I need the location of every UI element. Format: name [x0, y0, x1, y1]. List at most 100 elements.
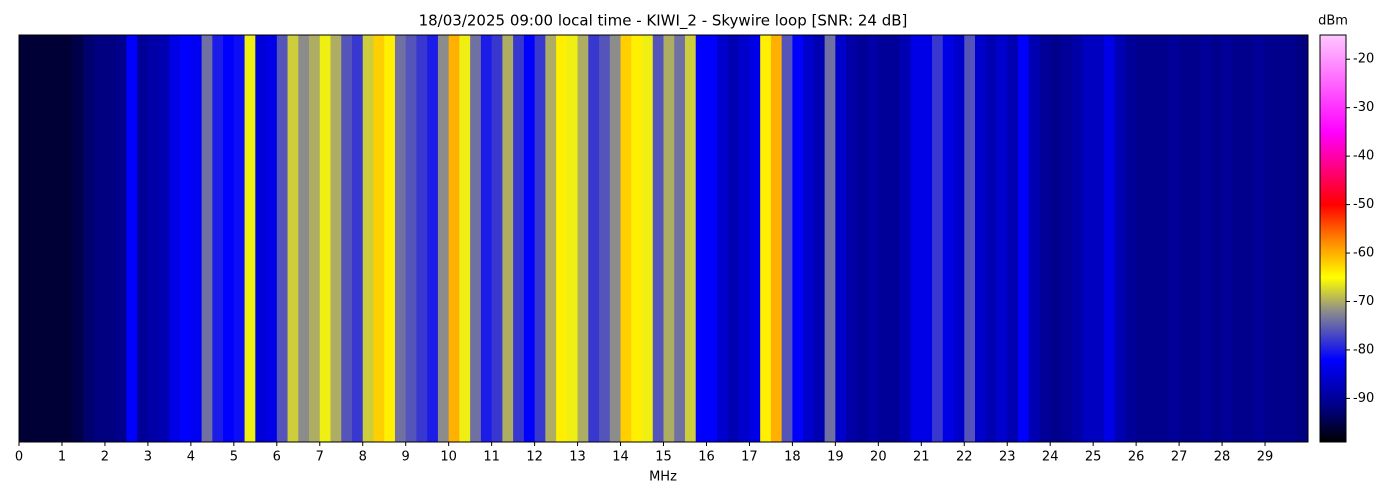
spectrum-bin	[104, 35, 117, 442]
x-tick-label: 6	[273, 450, 281, 465]
colorbar-tick-label: -60	[1353, 246, 1374, 261]
spectrum-bin	[287, 35, 299, 442]
spectrum-bin	[1050, 35, 1062, 442]
spectrum-bin	[341, 35, 353, 442]
spectrum-bin	[781, 35, 793, 442]
x-tick-label: 1	[58, 450, 66, 465]
spectrum-bin	[803, 35, 815, 442]
spectrum-bin	[588, 35, 600, 442]
x-tick-label: 2	[101, 450, 109, 465]
x-tick-label: 29	[1257, 450, 1274, 465]
spectrum-bin	[298, 35, 310, 442]
spectrum-bin	[276, 35, 289, 442]
spectrum-bin	[1071, 35, 1083, 442]
spectrum-bin	[351, 35, 364, 442]
x-tick-label: 24	[1042, 450, 1059, 465]
x-tick-label: 13	[569, 450, 586, 465]
spectrum-bin	[416, 35, 428, 442]
spectrum-bin	[1211, 35, 1223, 442]
spectrum-bin	[835, 35, 847, 442]
spectrum-bin	[384, 35, 396, 442]
x-tick-label: 4	[187, 450, 195, 465]
spectrum-bin	[158, 35, 170, 442]
spectrum-bin	[556, 35, 568, 442]
x-tick-label: 9	[402, 450, 410, 465]
spectrum-bin	[545, 35, 557, 442]
spectrum-bin	[394, 35, 407, 442]
spectrum-bin	[813, 35, 826, 442]
spectrum-bin	[223, 35, 235, 442]
spectrum-bin	[760, 35, 772, 442]
spectrum-bin	[932, 35, 944, 442]
spectrum-bin	[1168, 35, 1180, 442]
x-tick-label: 21	[913, 450, 930, 465]
spectrum-bin	[362, 35, 374, 442]
x-tick-label: 0	[15, 450, 23, 465]
spectrum-bin	[1254, 35, 1266, 442]
spectrum-bin	[40, 35, 52, 442]
x-tick-label: 28	[1214, 450, 1231, 465]
spectrum-bin	[180, 35, 192, 442]
spectrum-bin	[534, 35, 546, 442]
spectrum-bin	[1093, 35, 1105, 442]
spectrum-bin	[975, 35, 987, 442]
x-tick-label: 20	[870, 450, 887, 465]
spectrum-bin	[684, 35, 697, 442]
spectrum-bin	[1039, 35, 1051, 442]
spectrum-bin	[72, 35, 84, 442]
spectrum-bin	[566, 35, 579, 442]
spectrum-bin	[899, 35, 912, 442]
spectrum-bin	[126, 35, 138, 442]
x-tick-label: 16	[698, 450, 715, 465]
x-axis-label: MHz	[649, 470, 677, 485]
x-tick-label: 25	[1085, 450, 1102, 465]
spectrum-bin	[1200, 35, 1212, 442]
spectrum-bin	[631, 35, 643, 442]
spectrum-bin	[94, 35, 106, 442]
spectrum-bin	[1136, 35, 1148, 442]
spectrum-bin	[459, 35, 471, 442]
spectrum-bin	[792, 35, 804, 442]
spectrum-bin	[1103, 35, 1116, 442]
spectrum-bin	[609, 35, 622, 442]
x-tick-label: 15	[655, 450, 672, 465]
spectrum-bin	[1189, 35, 1202, 442]
spectrum-bin	[910, 35, 922, 442]
spectrum-bin	[824, 35, 836, 442]
spectrum-bin	[878, 35, 890, 442]
spectrum-bin	[427, 35, 439, 442]
spectrum-bin	[599, 35, 611, 442]
colorbar-tick-label: -40	[1353, 149, 1374, 164]
spectrum-bin	[942, 35, 955, 442]
spectrum-bin	[330, 35, 342, 442]
spectrum-bin	[846, 35, 858, 442]
x-tick-label: 12	[526, 450, 543, 465]
spectrum-bin	[266, 35, 278, 442]
colorbar-tick-label: -70	[1353, 294, 1374, 309]
colorbar-tick-label: -50	[1353, 197, 1374, 212]
spectrum-bin	[212, 35, 224, 442]
spectrum-bin	[727, 35, 740, 442]
x-tick-label: 14	[612, 450, 629, 465]
x-tick-label: 27	[1171, 450, 1188, 465]
colorbar	[1319, 34, 1347, 443]
spectrum-bin	[717, 35, 729, 442]
spectrum-bin	[1017, 35, 1030, 442]
spectrum-bin	[83, 35, 95, 442]
spectrum-bin	[1297, 35, 1309, 442]
spectrum-bin	[115, 35, 127, 442]
spectrum-bin	[169, 35, 181, 442]
spectrum-bin	[470, 35, 482, 442]
spectrum-bin	[1082, 35, 1094, 442]
x-tick-label: 5	[230, 450, 238, 465]
spectrum-bin	[147, 35, 160, 442]
spectrum-bin	[953, 35, 965, 442]
colorbar-tick-label: -80	[1353, 342, 1374, 357]
spectrum-bin	[1179, 35, 1191, 442]
spectrum-bin	[1146, 35, 1159, 442]
x-tick-label: 8	[359, 450, 367, 465]
spectrum-bin	[513, 35, 525, 442]
spectrum-bin	[1125, 35, 1137, 442]
spectrum-bin	[1060, 35, 1073, 442]
spectrum-bin	[255, 35, 267, 442]
